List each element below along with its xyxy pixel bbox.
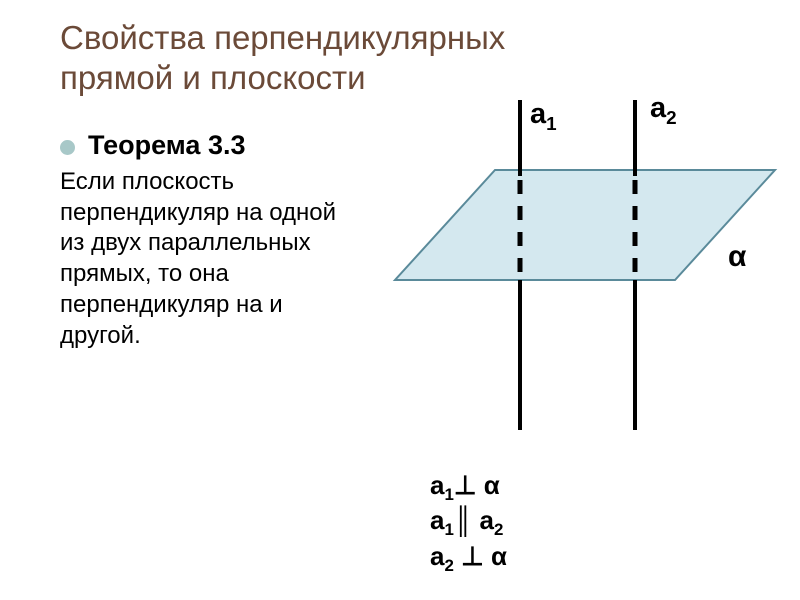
formulas-block: а1⊥ α а1║ а2 а2 ⊥ α xyxy=(430,470,507,576)
slide-title: Свойства перпендикулярных прямой и плоск… xyxy=(60,18,505,97)
formula-2: а1║ а2 xyxy=(430,505,507,540)
label-alpha: α xyxy=(728,240,746,274)
formula-1: а1⊥ α xyxy=(430,470,507,505)
formula-3: а2 ⊥ α xyxy=(430,541,507,576)
diagram-svg xyxy=(355,100,785,450)
bullet-icon xyxy=(60,140,75,155)
label-a2: а2 xyxy=(650,92,677,129)
geometry-diagram: а1 а2 α xyxy=(355,100,785,450)
title-line2: прямой и плоскости xyxy=(60,59,366,96)
plane-alpha xyxy=(395,170,775,280)
theorem-heading: Теорема 3.3 xyxy=(88,130,340,161)
theorem-text: Если плоскость перпендикуляр на одной из… xyxy=(60,167,340,351)
title-line1: Свойства перпендикулярных xyxy=(60,19,505,56)
label-a1: а1 xyxy=(530,98,557,135)
content-left: Теорема 3.3 Если плоскость перпендикуляр… xyxy=(60,130,340,351)
